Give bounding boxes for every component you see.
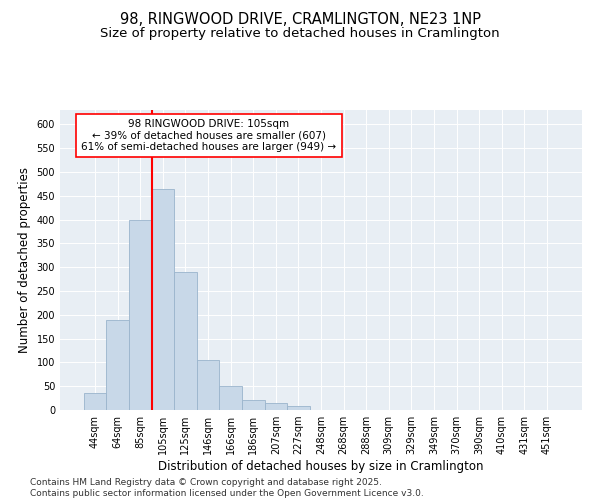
- X-axis label: Distribution of detached houses by size in Cramlington: Distribution of detached houses by size …: [158, 460, 484, 473]
- Bar: [242, 400, 265, 410]
- Bar: [129, 220, 152, 410]
- Bar: [287, 406, 310, 410]
- Text: 98 RINGWOOD DRIVE: 105sqm
← 39% of detached houses are smaller (607)
61% of semi: 98 RINGWOOD DRIVE: 105sqm ← 39% of detac…: [81, 119, 337, 152]
- Bar: [174, 272, 197, 410]
- Bar: [152, 188, 174, 410]
- Bar: [84, 394, 106, 410]
- Bar: [197, 360, 220, 410]
- Text: Size of property relative to detached houses in Cramlington: Size of property relative to detached ho…: [100, 28, 500, 40]
- Bar: [220, 386, 242, 410]
- Bar: [265, 403, 287, 410]
- Bar: [106, 320, 129, 410]
- Text: Contains HM Land Registry data © Crown copyright and database right 2025.
Contai: Contains HM Land Registry data © Crown c…: [30, 478, 424, 498]
- Text: 98, RINGWOOD DRIVE, CRAMLINGTON, NE23 1NP: 98, RINGWOOD DRIVE, CRAMLINGTON, NE23 1N…: [119, 12, 481, 28]
- Y-axis label: Number of detached properties: Number of detached properties: [18, 167, 31, 353]
